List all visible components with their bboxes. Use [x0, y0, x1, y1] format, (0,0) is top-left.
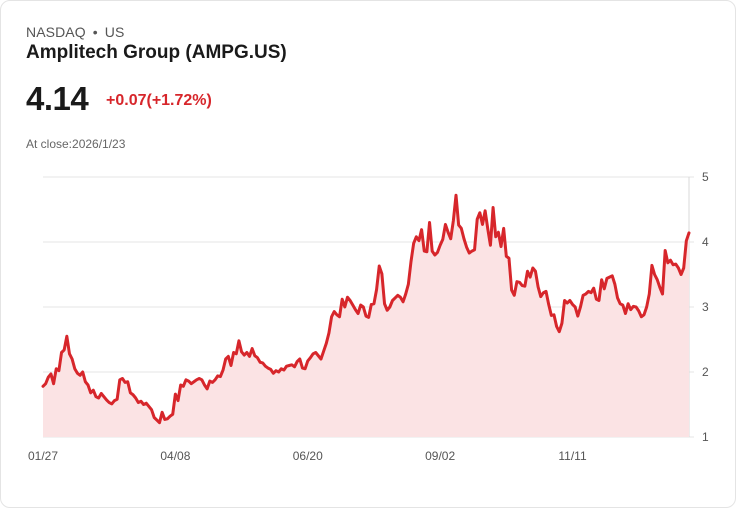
x-tick-label: 09/02 — [425, 449, 455, 463]
x-tick-label: 11/11 — [558, 449, 587, 463]
y-tick-label: 4 — [702, 235, 709, 249]
x-tick-label: 04/08 — [160, 449, 190, 463]
separator-dot: • — [92, 24, 98, 40]
x-axis-ticks: 01/27 04/08 06/20 09/02 11/11 — [28, 449, 587, 463]
region-label: US — [104, 24, 125, 40]
stock-title: Amplitech Group (AMPG.US) — [26, 42, 287, 63]
close-date: At close:2026/1/23 — [26, 137, 126, 151]
exchange-line: NASDAQ • US — [26, 24, 124, 40]
x-tick-label: 01/27 — [28, 449, 58, 463]
y-tick-label: 5 — [702, 170, 709, 184]
price-change: +0.07(+1.72%) — [106, 92, 212, 109]
y-tick-label: 2 — [702, 365, 709, 379]
y-tick-label: 1 — [702, 430, 709, 444]
exchange-name: NASDAQ — [26, 24, 86, 40]
x-tick-label: 06/20 — [293, 449, 323, 463]
last-price: 4.14 — [26, 80, 89, 117]
y-axis-ticks: 1 2 3 4 5 — [702, 170, 709, 444]
price-line[interactable] — [41, 193, 691, 425]
y-tick-label: 3 — [702, 300, 709, 314]
